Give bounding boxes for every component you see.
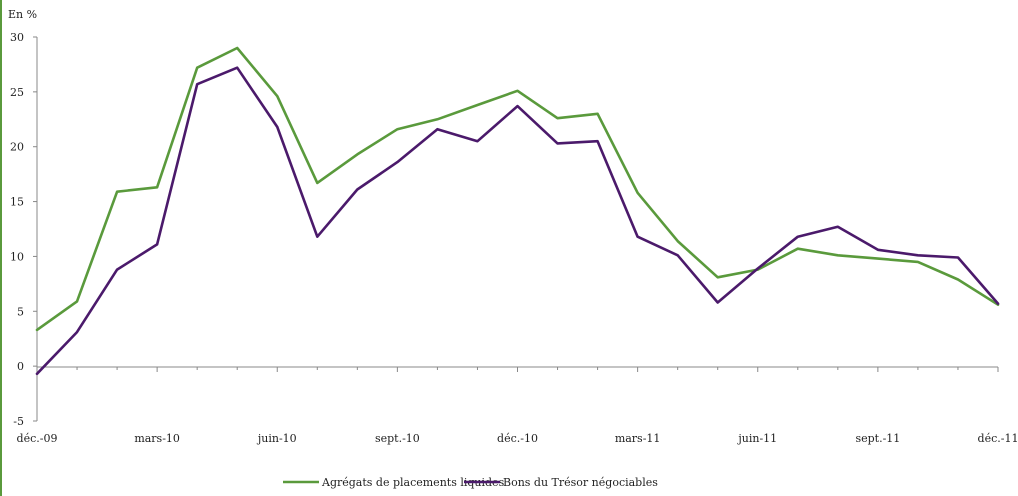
series-line-1 [35, 46, 1000, 332]
left-border [0, 0, 2, 496]
y-tick-label: 0 [17, 360, 24, 373]
x-tick-label: sept.-10 [375, 432, 420, 445]
x-tick-label: sept.-11 [855, 432, 900, 445]
x-tick-label: juin-11 [736, 432, 777, 445]
y-tick-label: 10 [10, 250, 24, 263]
legend-label-1: Agrégats de placements liquides [321, 476, 505, 489]
axes [36, 37, 998, 421]
y-tick-label: 20 [10, 141, 24, 154]
series-lines [35, 46, 1000, 376]
y-axis-label: En % [8, 8, 37, 21]
x-tick-label: déc.-10 [497, 432, 538, 445]
y-tick-label: 15 [10, 196, 24, 209]
x-tick-label: juin-10 [256, 432, 297, 445]
series-line-2 [35, 66, 1000, 376]
x-tick-label: mars-11 [615, 432, 661, 445]
x-tick-label: déc.-09 [17, 432, 58, 445]
x-tick-label: mars-10 [134, 432, 180, 445]
x-ticks: déc.-09 mars-10 juin-10 sept.-10 déc.-10 mars… [17, 367, 1018, 445]
y-tick-label: 5 [17, 305, 24, 318]
y-ticks: -5 0 5 10 15 20 25 30 [10, 31, 37, 428]
y-tick-label: 25 [10, 86, 24, 99]
x-tick-label: déc.-11 [978, 432, 1018, 445]
legend-label-2: Bons du Trésor négociables [503, 476, 658, 489]
y-tick-label: -5 [13, 415, 24, 428]
y-tick-label: 30 [10, 31, 24, 44]
